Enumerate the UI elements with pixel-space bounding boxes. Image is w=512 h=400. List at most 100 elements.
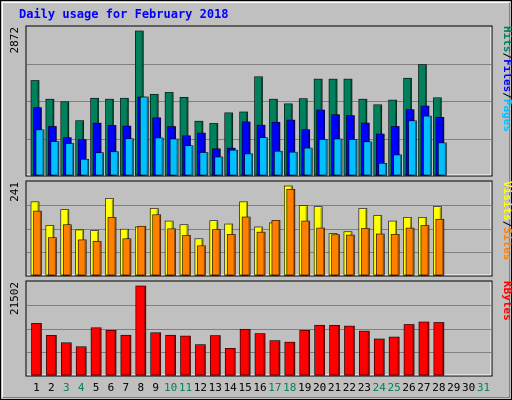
files-bar-shade bbox=[293, 120, 295, 175]
pages-bar-shade bbox=[370, 142, 372, 175]
sites-bar-shade bbox=[293, 190, 295, 275]
legend-visits-label: Visits bbox=[501, 181, 512, 221]
pages-bar-shade bbox=[429, 116, 432, 175]
sites-bar bbox=[152, 214, 162, 276]
pages-bar bbox=[438, 142, 447, 176]
sites-bar bbox=[390, 234, 400, 276]
legend-sep-label: / bbox=[501, 221, 512, 228]
kbytes-bar-shade bbox=[159, 333, 161, 375]
sites-bar bbox=[256, 231, 266, 276]
sites-bar bbox=[405, 227, 415, 276]
sites-bar-shade bbox=[427, 226, 429, 275]
sites-bar-shade bbox=[39, 211, 42, 275]
sites-bar bbox=[33, 210, 42, 276]
sites-bar bbox=[122, 238, 132, 276]
pages-bar bbox=[393, 154, 402, 176]
sites-bar-shade bbox=[218, 230, 220, 275]
kbytes-bar-shade bbox=[323, 326, 325, 375]
x-tick-label: 27 bbox=[417, 381, 430, 394]
kbytes-bar bbox=[165, 334, 176, 376]
pages-bar bbox=[378, 163, 388, 176]
x-tick-label: 29 bbox=[447, 381, 460, 394]
kbytes-bar-shade bbox=[218, 336, 220, 375]
x-tick-label: 4 bbox=[78, 381, 85, 394]
kbytes-bar bbox=[433, 322, 445, 376]
pages-bar bbox=[229, 149, 239, 176]
sites-bar bbox=[420, 225, 430, 276]
pages-bar bbox=[154, 137, 164, 176]
pages-bar-shade bbox=[57, 142, 59, 175]
sites-bar bbox=[167, 228, 176, 276]
x-tick-label: 22 bbox=[343, 381, 356, 394]
sites-bar-shade bbox=[263, 232, 265, 275]
pages-bar bbox=[199, 152, 209, 176]
pages-bar bbox=[65, 143, 75, 176]
sites-bar bbox=[241, 216, 251, 276]
kbytes-bar bbox=[239, 328, 251, 376]
kbytes-bar-shade bbox=[144, 286, 146, 375]
pages-bar bbox=[333, 138, 343, 176]
kbytes-bar-shade bbox=[54, 336, 57, 375]
sites-bar bbox=[435, 218, 445, 276]
kbytes-bar bbox=[403, 324, 415, 376]
x-tick-label: 31 bbox=[477, 381, 490, 394]
kbytes-bar-shade bbox=[397, 337, 399, 375]
pages-bar bbox=[35, 129, 45, 176]
x-tick-label: 8 bbox=[137, 381, 144, 394]
pages-bar bbox=[95, 152, 104, 176]
pages-bar bbox=[408, 120, 417, 176]
x-tick-label: 30 bbox=[462, 381, 475, 394]
x-tick-label: 23 bbox=[358, 381, 371, 394]
sites-bar bbox=[48, 237, 57, 276]
files-bar-shade bbox=[278, 123, 280, 175]
x-tick-label: 6 bbox=[108, 381, 115, 394]
files-bar-shade bbox=[248, 122, 250, 175]
kbytes-bar bbox=[180, 335, 191, 376]
pages-bar-shade bbox=[236, 150, 238, 175]
kbytes-bar bbox=[46, 335, 57, 376]
kbytes-bar bbox=[120, 334, 132, 376]
kbytes-bar bbox=[90, 327, 102, 376]
files-bar-shade bbox=[84, 140, 86, 175]
x-tick-label: 11 bbox=[179, 381, 192, 394]
kbytes-bar bbox=[329, 324, 340, 376]
kbytes-bar-shade bbox=[442, 323, 444, 375]
sites-bar-shade bbox=[188, 236, 191, 275]
files-bar-shade bbox=[382, 134, 384, 175]
x-tick-label: 25 bbox=[388, 381, 401, 394]
legend-kbytes-label: KBytes bbox=[501, 281, 512, 321]
x-tick-label: 18 bbox=[283, 381, 296, 394]
x-tick-label: 19 bbox=[298, 381, 311, 394]
pages-bar-shade bbox=[251, 154, 253, 175]
pages-bar-shade bbox=[131, 139, 134, 175]
sites-bar-shade bbox=[337, 235, 340, 275]
panel-2-ymax-label: 241 bbox=[8, 182, 21, 202]
x-tick-label: 7 bbox=[123, 381, 130, 394]
sites-bar bbox=[182, 235, 191, 276]
kbytes-bar-shade bbox=[99, 328, 101, 375]
sites-bar bbox=[107, 217, 117, 276]
x-tick-label: 28 bbox=[432, 381, 445, 394]
pages-bar-shade bbox=[161, 138, 163, 175]
x-tick-label: 15 bbox=[238, 381, 251, 394]
legend-sep-label: / bbox=[501, 92, 512, 99]
kbytes-bar bbox=[284, 341, 296, 376]
kbytes-bar-shade bbox=[278, 341, 280, 375]
pages-bar bbox=[214, 156, 224, 176]
sites-bar-shade bbox=[84, 240, 86, 275]
sites-bar bbox=[331, 234, 340, 276]
sites-bar bbox=[361, 228, 370, 276]
x-tick-label: 10 bbox=[164, 381, 177, 394]
sites-bar-shade bbox=[159, 215, 161, 275]
sites-bar bbox=[77, 239, 87, 276]
pages-bar-shade bbox=[444, 143, 446, 175]
pages-bar-shade bbox=[295, 152, 297, 175]
kbytes-bar bbox=[299, 329, 311, 376]
kbytes-bar bbox=[418, 321, 430, 376]
x-tick-label: 5 bbox=[93, 381, 100, 394]
kbytes-bar-shade bbox=[174, 336, 176, 375]
sites-bar bbox=[301, 220, 311, 276]
pages-bar bbox=[184, 145, 194, 176]
